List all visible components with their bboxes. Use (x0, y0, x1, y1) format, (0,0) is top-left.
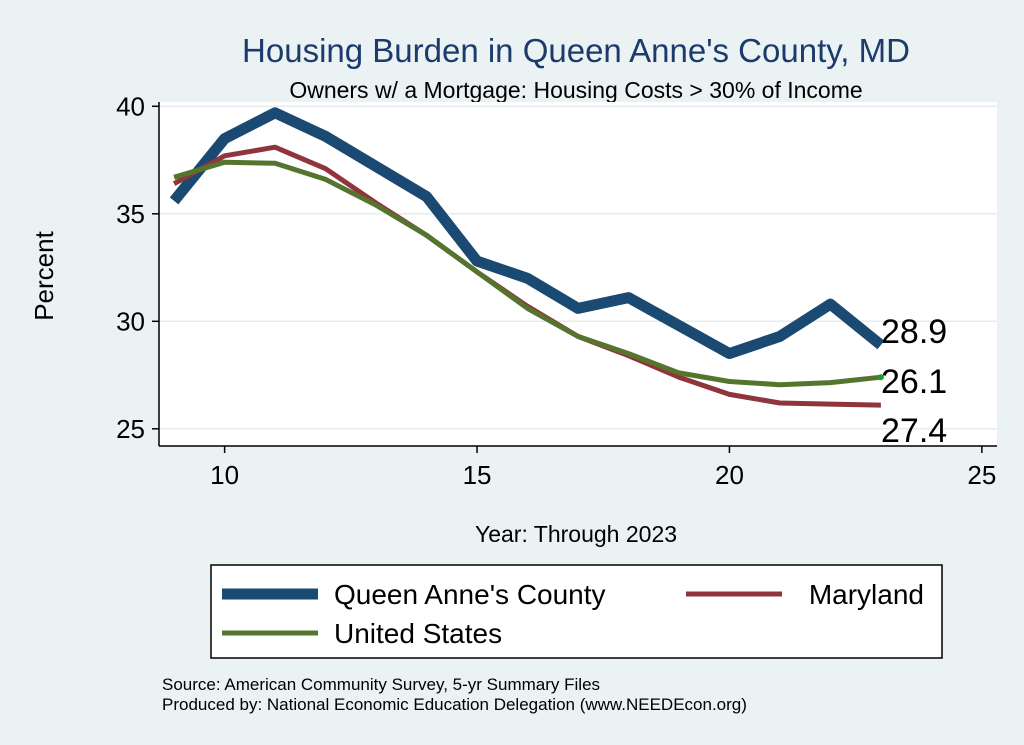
source-note: Source: American Community Survey, 5-yr … (162, 675, 600, 694)
series-line (169, 107, 885, 360)
legend-box (210, 564, 943, 659)
series-group (169, 107, 885, 408)
legend-label: Maryland (809, 579, 924, 610)
end-point-marker (877, 374, 884, 381)
y-tick-label: 30 (116, 306, 145, 336)
chart-title: Housing Burden in Queen Anne's County, M… (242, 32, 910, 69)
x-tick-label: 15 (463, 460, 492, 490)
produced-note: Produced by: National Economic Education… (162, 695, 747, 714)
end-value-label: 26.1 (881, 363, 947, 401)
end-labels: 28.9 26.1 27.4 (881, 313, 947, 450)
x-tick-label: 20 (715, 460, 744, 490)
y-tick-label: 25 (116, 414, 145, 444)
chart-subtitle: Owners w/ a Mortgage: Housing Costs > 30… (289, 77, 862, 103)
x-tick-label: 25 (967, 460, 996, 490)
legend-label: Queen Anne's County (334, 579, 606, 610)
legend-label: United States (334, 618, 502, 649)
y-tick-label: 35 (116, 199, 145, 229)
end-value-label: 28.9 (881, 313, 947, 351)
series-line (173, 159, 882, 388)
axes: 25 30 35 40 10 15 20 25 (116, 91, 997, 490)
y-axis-title: Percent (29, 230, 59, 320)
x-axis-title: Year: Through 2023 (475, 521, 677, 547)
gridlines (159, 105, 997, 430)
y-tick-label: 40 (116, 91, 145, 121)
x-tick-label: 10 (210, 460, 239, 490)
end-value-label: 27.4 (881, 412, 947, 450)
legend: Queen Anne's County Maryland United States (222, 579, 924, 649)
